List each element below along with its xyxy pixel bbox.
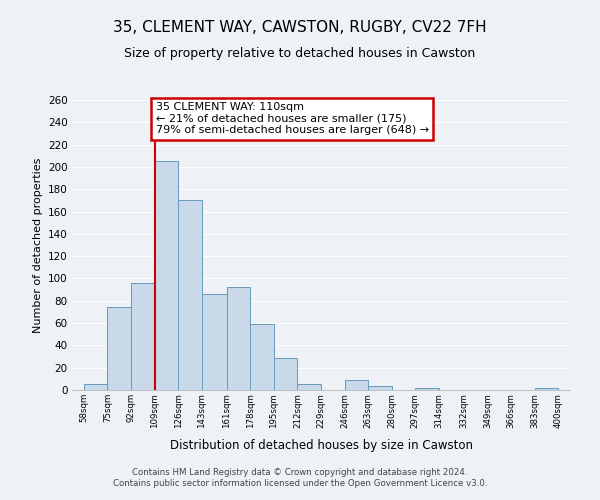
Bar xyxy=(368,386,392,390)
Bar xyxy=(202,294,227,390)
Bar xyxy=(178,200,202,390)
Y-axis label: Number of detached properties: Number of detached properties xyxy=(32,158,43,332)
Bar xyxy=(250,324,274,390)
Bar xyxy=(298,384,321,390)
Text: 35, CLEMENT WAY, CAWSTON, RUGBY, CV22 7FH: 35, CLEMENT WAY, CAWSTON, RUGBY, CV22 7F… xyxy=(113,20,487,35)
Bar xyxy=(415,388,439,390)
Bar xyxy=(84,384,107,390)
X-axis label: Distribution of detached houses by size in Cawston: Distribution of detached houses by size … xyxy=(170,439,473,452)
Text: 35 CLEMENT WAY: 110sqm
← 21% of detached houses are smaller (175)
79% of semi-de: 35 CLEMENT WAY: 110sqm ← 21% of detached… xyxy=(156,102,429,136)
Text: Contains HM Land Registry data © Crown copyright and database right 2024.
Contai: Contains HM Land Registry data © Crown c… xyxy=(113,468,487,487)
Bar xyxy=(131,283,155,390)
Bar xyxy=(107,308,131,390)
Bar xyxy=(344,380,368,390)
Text: Size of property relative to detached houses in Cawston: Size of property relative to detached ho… xyxy=(124,48,476,60)
Bar xyxy=(535,388,558,390)
Bar xyxy=(274,358,298,390)
Bar xyxy=(227,288,250,390)
Bar xyxy=(155,162,178,390)
